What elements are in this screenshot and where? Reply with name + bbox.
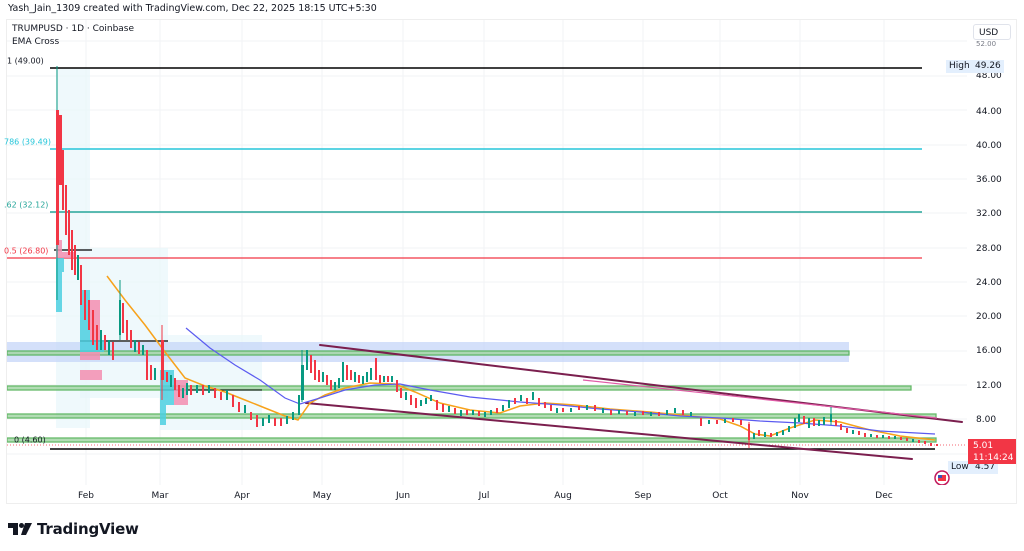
- price-label: 20.00: [976, 312, 1002, 322]
- ema-fast-line: [106, 275, 936, 441]
- high-value: 49.26: [972, 60, 1004, 73]
- price-label: 36.00: [976, 175, 1002, 185]
- fib-label-0786: 786 (39.49): [4, 137, 51, 147]
- last-price-value: 5.01: [973, 441, 994, 451]
- last-price-badge: 5.01 11:14:24: [968, 439, 1016, 464]
- trendline-pink: [582, 379, 938, 419]
- time-label: Apr: [234, 491, 250, 501]
- flag-avatar-icon: [934, 470, 950, 485]
- price-label-top: 52.00: [976, 40, 997, 48]
- chart-plot-area[interactable]: [7, 20, 967, 485]
- time-label: May: [312, 491, 332, 501]
- price-label: 24.00: [976, 278, 1002, 288]
- price-label: 40.00: [976, 141, 1002, 151]
- price-label: 48.00: [976, 71, 1002, 81]
- high-label: High: [946, 60, 973, 73]
- price-label: 16.00: [976, 346, 1002, 356]
- ema-slow-line: [185, 327, 936, 435]
- time-label: Aug: [554, 491, 572, 501]
- time-label: Jun: [395, 491, 411, 501]
- tradingview-logo-text: TradingView: [37, 520, 139, 538]
- chart-frame: [6, 19, 1017, 504]
- time-label: Oct: [712, 491, 728, 501]
- time-label: Mar: [151, 491, 169, 501]
- time-label: Dec: [875, 491, 893, 501]
- price-label: 12.00: [976, 381, 1002, 391]
- time-label: Jul: [478, 491, 490, 501]
- price-label: 8.00: [976, 415, 997, 425]
- currency-selector[interactable]: USD: [973, 24, 1011, 40]
- fib-label-062: .62 (32.12): [4, 200, 49, 210]
- time-label: Nov: [791, 491, 809, 501]
- grid-vertical: [85, 20, 885, 485]
- tradingview-logo-icon: [8, 523, 32, 535]
- fib-label-1: 1 (49.00): [7, 56, 44, 66]
- low-value: 4.57: [972, 461, 999, 474]
- chart-credit: Yash_Jain_1309 created with TradingView.…: [8, 3, 377, 14]
- fib-label-05: 0.5 (26.80): [4, 246, 49, 256]
- price-label: 28.00: [976, 244, 1002, 254]
- price-label: 32.00: [976, 209, 1002, 219]
- indicator-label[interactable]: EMA Cross: [12, 37, 60, 47]
- time-label: Feb: [78, 491, 94, 501]
- time-label: Sep: [634, 491, 652, 501]
- low-label: Low: [948, 461, 972, 474]
- symbol-title[interactable]: TRUMPUSD · 1D · Coinbase: [12, 24, 135, 34]
- fib-label-0: 0 (4.60): [14, 435, 46, 445]
- bar-countdown: 11:14:24: [973, 453, 1014, 463]
- tradingview-logo[interactable]: TradingView: [8, 520, 139, 538]
- candles: [56, 66, 938, 448]
- price-label: 44.00: [976, 107, 1002, 117]
